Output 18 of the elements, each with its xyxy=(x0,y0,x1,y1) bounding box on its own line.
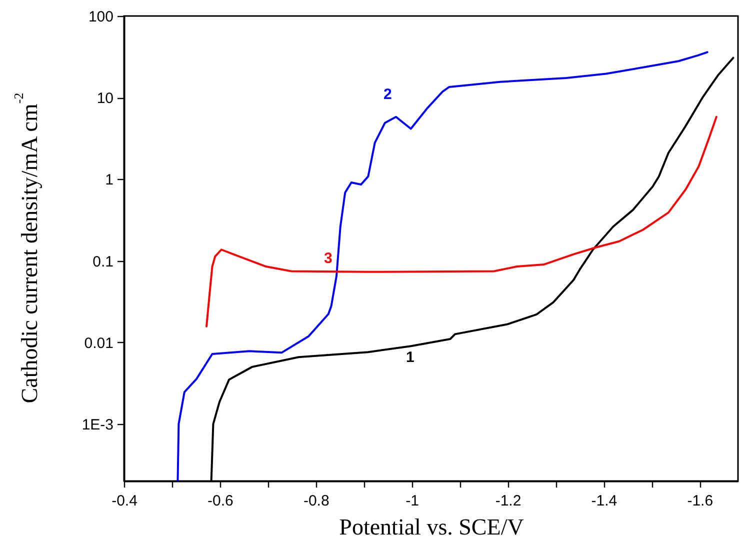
x-tick-label: -0.6 xyxy=(208,492,234,510)
series-label: 2 xyxy=(383,86,392,103)
y-tick-label: 100 xyxy=(88,8,114,26)
x-tick-label: -1.6 xyxy=(687,492,714,510)
x-tick-label: -1.4 xyxy=(591,492,618,510)
y-tick-label: 0.01 xyxy=(84,334,114,352)
y-tick-label: 10 xyxy=(96,90,114,108)
y-tick-label: 0.1 xyxy=(92,253,114,270)
series-label: 3 xyxy=(324,250,332,267)
x-tick-label: -1.2 xyxy=(495,492,522,510)
y-tick-label: 1E-3 xyxy=(82,416,114,434)
line-series xyxy=(206,116,718,328)
series-label: 1 xyxy=(406,348,414,366)
x-tick-label: -0.8 xyxy=(303,492,330,510)
x-axis-title: Potential vs. SCE/V xyxy=(339,514,524,540)
x-tick-label: -1 xyxy=(406,492,419,510)
y-tick-label: 1 xyxy=(105,172,114,189)
x-tick-label: -0.4 xyxy=(112,492,138,510)
